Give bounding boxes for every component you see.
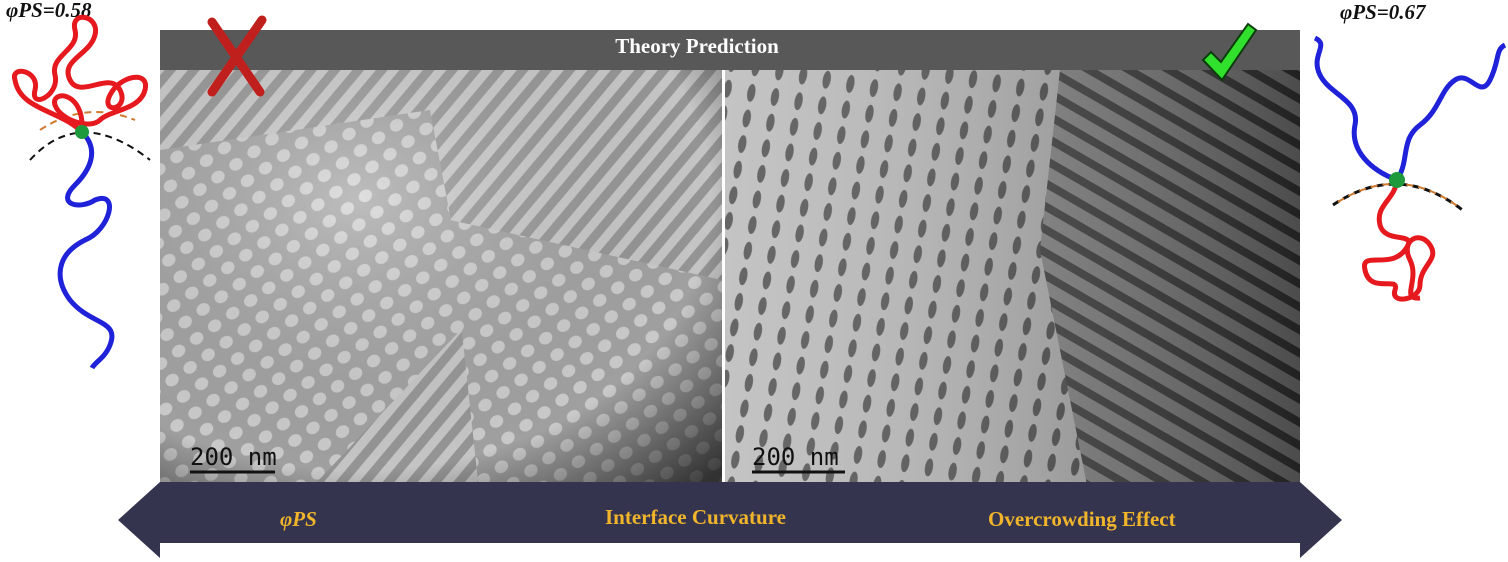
- banner: [160, 30, 1300, 70]
- arrow-label: Overcrowding Effect: [988, 507, 1176, 531]
- fraction-label: φPS=0.67: [1340, 0, 1427, 24]
- tem-image-right: 200 nm: [725, 70, 1300, 500]
- scale-bar-label: 200 nm: [752, 443, 839, 471]
- polymer-left: [12, 14, 151, 370]
- fraction-label: φPS=0.58: [6, 0, 92, 22]
- tem-image-left: 200 nm: [160, 70, 722, 500]
- banner-title: Theory Prediction: [615, 34, 779, 58]
- scale-bar-label: 200 nm: [190, 443, 277, 471]
- check-icon: [1201, 22, 1258, 82]
- arrow-label: Interface Curvature: [605, 505, 786, 529]
- polymer-right: [1313, 35, 1507, 302]
- arrow-label: φPS: [280, 507, 317, 531]
- cross-icon: [207, 15, 267, 97]
